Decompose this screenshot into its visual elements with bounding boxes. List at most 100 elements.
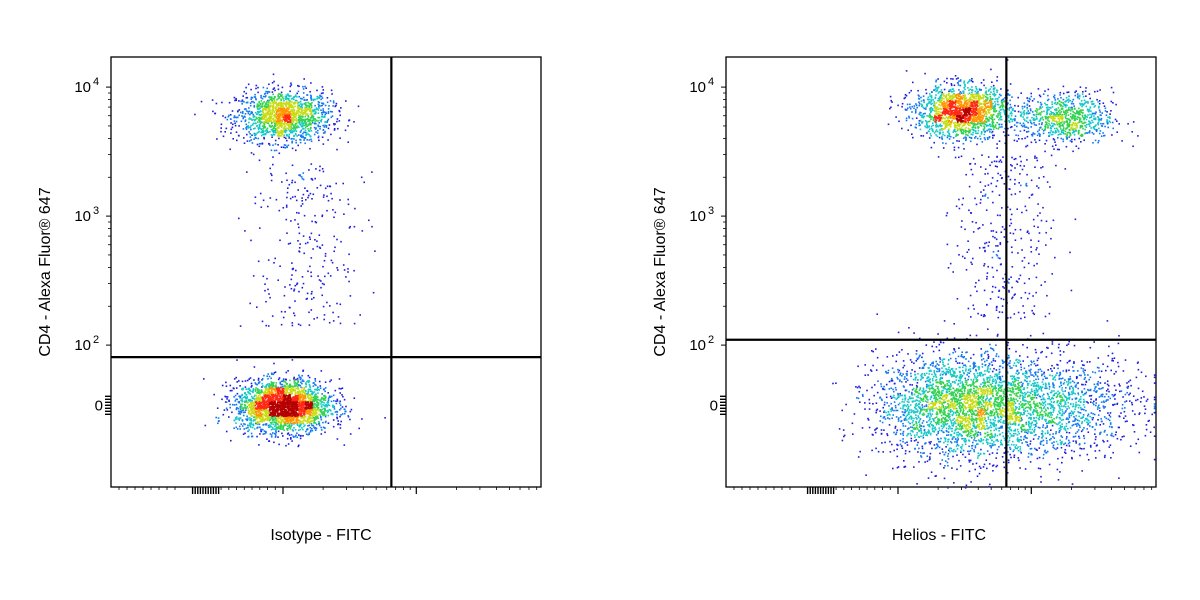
event-dot (267, 397, 270, 399)
event-dot (286, 419, 288, 421)
event-dot (319, 128, 321, 130)
event-dot (258, 398, 260, 400)
event-dot (956, 245, 959, 247)
event-dot (314, 426, 317, 429)
event-dot (239, 417, 242, 419)
event-dot (297, 394, 299, 397)
event-dot (289, 379, 291, 382)
event-dot (270, 98, 273, 100)
event-dot (294, 413, 297, 416)
event-dot (1033, 225, 1036, 228)
event-dot (285, 111, 287, 113)
event-dot (291, 422, 294, 424)
event-dot (293, 408, 296, 410)
dot-layer-left (194, 73, 386, 448)
event-dot (271, 118, 274, 120)
event-dot (933, 444, 936, 446)
event-dot (330, 116, 333, 119)
event-dot (260, 105, 263, 107)
event-dot (267, 118, 270, 120)
event-dot (265, 411, 267, 413)
event-dot (254, 415, 257, 418)
event-dot (256, 435, 258, 438)
event-dot (267, 419, 269, 422)
event-dot (296, 432, 298, 434)
event-dot (241, 112, 244, 114)
event-dot (306, 381, 308, 383)
event-dot (258, 123, 261, 126)
event-dot (257, 111, 260, 114)
event-dot (322, 89, 325, 91)
event-dot (248, 107, 250, 109)
event-dot (276, 416, 279, 419)
event-dot (268, 83, 270, 86)
event-dot (263, 394, 266, 397)
event-dot (300, 409, 302, 412)
event-dot (273, 432, 276, 435)
event-dot (302, 112, 304, 114)
event-dot (325, 112, 328, 115)
event-dot (252, 391, 254, 394)
event-dot (302, 402, 304, 404)
event-dot (247, 411, 250, 414)
event-dot (293, 109, 296, 111)
event-dot (302, 435, 304, 437)
event-dot (284, 392, 287, 394)
event-dot (314, 104, 316, 107)
event-dot (292, 116, 295, 119)
event-dot (331, 404, 334, 407)
event-dot (323, 395, 326, 397)
event-dot (324, 187, 327, 190)
event-dot (215, 416, 217, 419)
event-dot (875, 402, 878, 404)
event-dot (288, 118, 291, 121)
event-dot (324, 421, 327, 424)
event-dot (315, 411, 318, 413)
event-dot (289, 405, 291, 408)
event-dot (976, 290, 978, 293)
event-dot (236, 398, 238, 401)
event-dot (1049, 186, 1051, 188)
event-dot (296, 377, 299, 380)
event-dot (235, 408, 238, 411)
event-dot (345, 276, 347, 278)
event-dot (964, 456, 967, 458)
event-dot (925, 88, 927, 91)
event-dot (250, 419, 253, 422)
event-dot (294, 124, 297, 127)
event-dot (256, 416, 259, 419)
event-dot (879, 410, 881, 412)
event-dot (289, 428, 292, 430)
event-dot (290, 278, 293, 281)
event-dot (251, 385, 253, 387)
event-dot (318, 279, 321, 281)
event-dot (957, 77, 959, 79)
event-dot (281, 108, 283, 111)
event-dot (247, 430, 249, 433)
event-dot (341, 394, 343, 396)
event-dot (280, 104, 282, 107)
event-dot (258, 143, 261, 145)
event-dot (271, 134, 274, 136)
event-dot (984, 168, 987, 170)
event-dot (316, 406, 318, 408)
y-tick-label: 0 (95, 397, 103, 414)
event-dot (277, 412, 280, 414)
event-dot (1059, 91, 1062, 94)
event-dot (1009, 83, 1012, 85)
event-dot (274, 115, 276, 118)
event-dot (263, 133, 265, 136)
event-dot (324, 113, 327, 116)
event-dot (1032, 218, 1035, 221)
event-dot (270, 179, 273, 182)
event-dot (283, 394, 286, 397)
event-dot (963, 148, 965, 150)
event-dot (275, 120, 278, 123)
event-dot (257, 392, 259, 394)
event-dot (371, 225, 373, 228)
event-dot (272, 109, 275, 112)
event-dot (313, 402, 315, 405)
event-dot (273, 408, 275, 411)
event-dot (1082, 91, 1084, 93)
event-dot (277, 103, 280, 105)
